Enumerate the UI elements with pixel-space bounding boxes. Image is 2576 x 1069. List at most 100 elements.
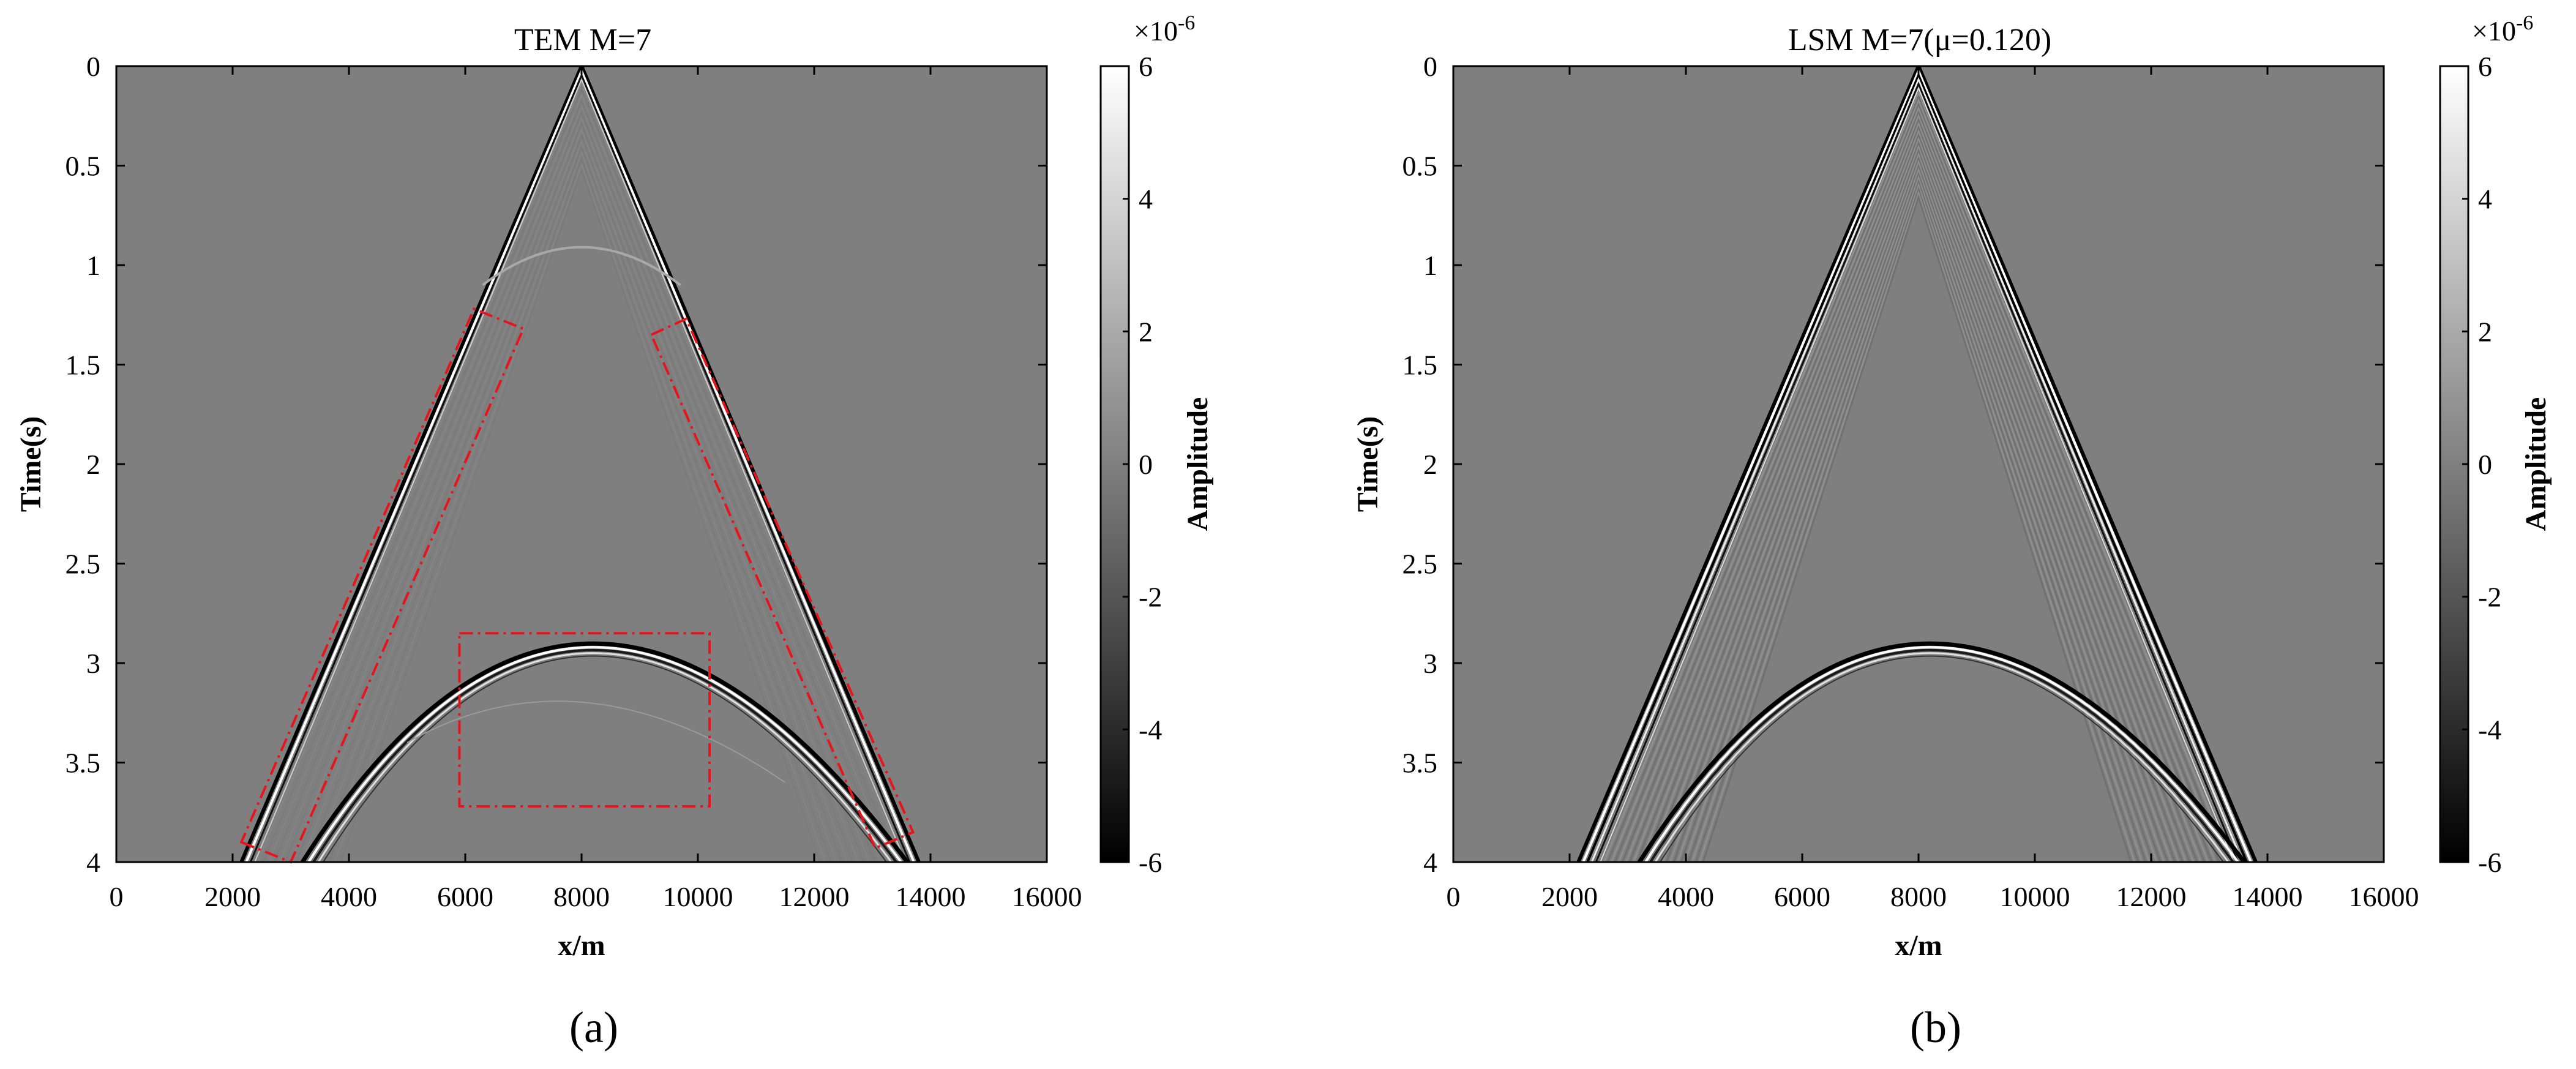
dispersion-stripe	[1661, 152, 2173, 862]
dispersion-stripe	[290, 116, 870, 862]
dispersion-stripe	[329, 157, 831, 862]
direct-wave-band	[1595, 81, 2239, 862]
dispersion-stripe	[1628, 118, 2206, 862]
panel-b-y-axis-label: Time(s)	[1352, 416, 1384, 512]
x-tick-label: 10000	[663, 881, 733, 912]
direct-wave-band	[1590, 77, 2244, 862]
dispersion-stripe	[1676, 167, 2158, 862]
reflection-band	[1638, 641, 2246, 862]
x-tick-label: 8000	[553, 881, 610, 912]
panel-b-x-axis-label: x/m	[1895, 929, 1942, 962]
panel-b-title: LSM M=7(μ=0.120)	[1788, 23, 2051, 58]
panel-a-colorbar-exponent: ×10-6	[1134, 12, 1195, 47]
panel-b-colorbar-exponent: ×10-6	[2472, 12, 2533, 47]
annotation-box	[650, 317, 915, 850]
dispersion-stripe	[1647, 137, 2187, 862]
y-tick-label: 2.5	[1402, 549, 1438, 580]
panel-b-y-ticks: 0 0.5 1 1.5 2 2.5 3 3.5 4	[1402, 51, 2384, 878]
x-tick-label: 6000	[437, 881, 493, 912]
reflection-band	[1649, 648, 2234, 862]
colorbar-tick-label: -4	[1139, 714, 1162, 745]
panel-a-caption: (a)	[569, 1003, 618, 1052]
y-tick-label: 1	[1423, 250, 1437, 281]
colorbar-tick-label: -6	[2478, 847, 2501, 878]
dispersion-stripe	[301, 128, 859, 862]
reflection-band	[323, 655, 887, 862]
dispersion-stripe	[1691, 182, 2143, 862]
reflection-band	[1654, 652, 2230, 862]
dispersion-stripe	[1658, 148, 2176, 862]
y-tick-label: 0	[1423, 51, 1437, 82]
dispersion-stripe	[1687, 179, 2147, 862]
dispersion-stripe	[274, 99, 886, 862]
y-tick-label: 0	[86, 51, 100, 82]
dispersion-stripe	[1665, 156, 2169, 862]
x-tick-label: 14000	[2233, 881, 2303, 912]
panel-b-x-ticks: 0 2000 4000 6000 8000 10000 12000 14000 16000	[1447, 66, 2419, 912]
panel-b: LSM M=7(μ=0.120) 0 2000 4000 6000 8000 10000 1…	[1352, 12, 2552, 1052]
dispersion-stripe	[263, 88, 897, 862]
colorbar-tick-label: -2	[2478, 582, 2501, 613]
colorbar-tick-label: 4	[2478, 184, 2492, 215]
direct-wave-band	[254, 78, 906, 862]
x-tick-label: 14000	[896, 881, 966, 912]
wavefield-clip-group	[239, 66, 921, 862]
dispersion-stripe	[1643, 133, 2191, 862]
panel-a-x-ticks: 0 2000 4000 6000 8000 10000 12000 14000 16000	[110, 66, 1082, 912]
y-tick-label: 4	[86, 847, 100, 878]
x-tick-label: 16000	[2349, 881, 2419, 912]
dispersion-arc	[482, 246, 681, 287]
reflection-band	[301, 641, 909, 862]
colorbar-tick-label: 2	[2478, 316, 2492, 347]
panel-a-annotation-boxes	[239, 307, 915, 864]
y-tick-label: 4	[1423, 847, 1437, 878]
dispersion-stripe	[296, 122, 864, 862]
x-tick-label: 10000	[2000, 881, 2070, 912]
x-tick-label: 16000	[1012, 881, 1082, 912]
colorbar-tick-label: 4	[1139, 184, 1153, 215]
panel-a-plot-area	[116, 66, 1047, 862]
x-tick-label: 4000	[1658, 881, 1714, 912]
x-tick-label: 0	[110, 881, 124, 912]
reflection-band	[312, 648, 897, 862]
colorbar-tick-label: -2	[1139, 582, 1162, 613]
colorbar-tick-label: 0	[1139, 449, 1153, 480]
colorbar-tick-label: 0	[2478, 449, 2492, 480]
reflection-band	[317, 652, 893, 862]
wavefield-clip-group	[1576, 66, 2258, 862]
y-tick-label: 3.5	[1402, 748, 1438, 779]
x-tick-label: 0	[1447, 881, 1461, 912]
dispersion-stripe	[252, 76, 908, 862]
dispersion-stripe	[312, 139, 848, 862]
x-tick-label: 12000	[2116, 881, 2187, 912]
colorbar-tick-label: 6	[2478, 51, 2492, 82]
x-tick-label: 6000	[1774, 881, 1830, 912]
dispersion-stripe	[323, 151, 837, 862]
panel-b-colorbar-ticks: 6 4 2 0 -2 -4 -6	[2462, 51, 2501, 878]
x-tick-label: 2000	[204, 881, 261, 912]
dispersion-stripe	[1680, 171, 2154, 862]
reflection-band	[1660, 655, 2224, 862]
dispersion-stripe	[307, 133, 853, 862]
reflection-band	[307, 646, 902, 862]
dispersion-arc	[406, 700, 786, 783]
dispersion-stripe	[1621, 110, 2213, 862]
panel-a-y-ticks: 0 0.5 1 1.5 2 2.5 3 3.5 4	[66, 51, 1047, 878]
x-tick-label: 8000	[1890, 881, 1947, 912]
colorbar-tick-label: -4	[2478, 714, 2501, 745]
dispersion-stripe	[1603, 91, 2231, 862]
x-tick-label: 4000	[321, 881, 377, 912]
dispersion-stripe	[1625, 113, 2209, 862]
dispersion-stripe	[1636, 125, 2198, 862]
y-tick-label: 1.5	[1402, 350, 1438, 381]
direct-wave-band	[239, 66, 921, 862]
x-tick-label: 12000	[779, 881, 850, 912]
annotation-box	[458, 632, 711, 808]
dispersion-stripe	[1639, 129, 2195, 862]
dispersion-stripe	[1694, 186, 2140, 862]
dispersion-stripe	[1702, 194, 2132, 862]
direct-wave-band	[1586, 72, 2248, 862]
dispersion-stripe	[1610, 98, 2224, 862]
direct-wave-band	[1600, 86, 2234, 862]
